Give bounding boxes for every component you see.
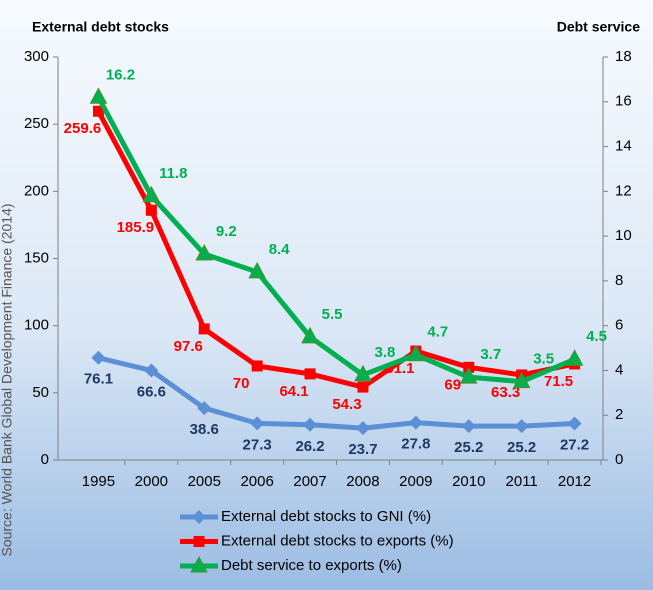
- data-label: 70: [233, 375, 250, 392]
- data-label: 11.8: [159, 165, 187, 182]
- data-point: [512, 371, 531, 389]
- data-point: [407, 344, 425, 362]
- data-point: [142, 185, 161, 203]
- data-label: 5.5: [322, 306, 343, 323]
- data-label: 69: [444, 376, 461, 393]
- data-label: 26.2: [295, 438, 324, 455]
- data-label: 71.5: [544, 373, 573, 390]
- data-label: 27.3: [243, 436, 272, 453]
- data-point: [250, 416, 265, 431]
- data-point: [251, 360, 263, 372]
- y-tick-label: 300: [24, 48, 49, 65]
- x-tick-label: 2009: [399, 473, 432, 490]
- data-point: [92, 105, 104, 117]
- y2-tick-label: 8: [615, 272, 623, 289]
- y-tick-label: 0: [41, 451, 49, 468]
- x-tick-label: 2006: [240, 473, 273, 490]
- data-label: 66.6: [137, 384, 166, 401]
- source-note: Source: World Bank Global Development Fi…: [0, 203, 15, 556]
- y-tick-label: 50: [32, 384, 49, 401]
- data-point: [304, 368, 316, 380]
- data-point: [357, 381, 369, 393]
- data-point: [145, 204, 157, 216]
- data-label: 27.2: [560, 436, 589, 453]
- data-label: 97.6: [174, 338, 203, 355]
- legend-label: Debt service to exports (%): [221, 557, 402, 574]
- data-point: [303, 417, 318, 432]
- y2-tick-label: 18: [615, 48, 632, 65]
- y-tick-label: 250: [24, 115, 49, 132]
- y2-tick-label: 12: [615, 182, 632, 199]
- x-tick-label: 2005: [188, 473, 221, 490]
- data-label: 259.6: [64, 120, 102, 137]
- series-line: [96, 110, 576, 390]
- series-line: [96, 96, 576, 385]
- data-label: 54.3: [332, 396, 361, 413]
- x-tick-label: 2008: [346, 473, 379, 490]
- data-point: [408, 415, 423, 430]
- data-label: 63.3: [491, 384, 520, 401]
- data-label: 3.8: [375, 344, 396, 361]
- x-tick-label: 2012: [558, 473, 591, 490]
- y2-tick-label: 2: [615, 406, 623, 423]
- data-label: 9.2: [216, 223, 237, 240]
- data-label: 4.5: [586, 328, 607, 345]
- y-tick-label: 200: [24, 182, 49, 199]
- data-label: 185.9: [117, 219, 155, 236]
- data-label: 76.1: [84, 371, 113, 388]
- data-label: 16.2: [106, 66, 135, 83]
- data-point: [355, 421, 370, 436]
- data-label: 23.7: [348, 441, 377, 458]
- y2-tick-label: 10: [615, 227, 632, 244]
- y2-tick-label: 6: [615, 317, 623, 334]
- legend-label: External debt stocks to GNI (%): [221, 508, 431, 525]
- data-label: 3.5: [533, 351, 554, 368]
- x-tick-label: 2007: [293, 473, 326, 490]
- x-tick-label: 2011: [506, 473, 538, 490]
- y2-axis-title: Debt service: [557, 19, 640, 35]
- x-tick-label: 2010: [452, 473, 485, 490]
- data-label: 64.1: [279, 383, 308, 400]
- x-tick-label: 2000: [135, 473, 168, 490]
- data-point: [195, 243, 214, 261]
- data-point: [144, 363, 159, 378]
- data-point: [197, 401, 212, 416]
- data-label: 4.7: [427, 324, 448, 341]
- y2-tick-label: 4: [615, 361, 623, 378]
- y2-tick-label: 14: [615, 138, 632, 155]
- data-point: [198, 323, 210, 335]
- data-label: 25.2: [507, 439, 536, 456]
- data-point: [89, 87, 108, 104]
- y-tick-label: 100: [24, 317, 49, 334]
- series-line: [97, 355, 575, 431]
- legend-label: External debt stocks to exports (%): [221, 532, 454, 549]
- data-point: [567, 416, 582, 431]
- y2-tick-label: 16: [615, 93, 632, 110]
- data-label: 38.6: [190, 421, 219, 438]
- data-label: 3.7: [480, 346, 501, 363]
- data-point: [461, 419, 476, 434]
- y2-tick-label: 0: [615, 451, 623, 468]
- data-point: [91, 350, 106, 365]
- y-tick-label: 150: [24, 249, 49, 266]
- data-point: [248, 261, 266, 279]
- legend-marker: [193, 536, 205, 547]
- y-axis-title: External debt stocks: [32, 19, 169, 35]
- legend-marker: [192, 510, 206, 524]
- x-tick-label: 1995: [82, 473, 115, 490]
- data-point: [301, 326, 319, 344]
- data-label: 8.4: [269, 241, 291, 258]
- data-point: [565, 349, 584, 366]
- data-point: [354, 364, 372, 382]
- data-point: [459, 367, 478, 384]
- data-label: 27.8: [401, 436, 430, 453]
- legend-marker: [190, 555, 208, 573]
- data-point: [514, 419, 529, 434]
- data-label: 25.2: [454, 439, 483, 456]
